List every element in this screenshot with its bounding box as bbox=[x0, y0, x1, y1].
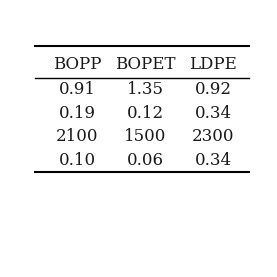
Text: 0.91: 0.91 bbox=[59, 81, 96, 98]
Text: LDPE: LDPE bbox=[189, 56, 237, 73]
Text: 2300: 2300 bbox=[192, 128, 234, 145]
Text: 0.10: 0.10 bbox=[59, 152, 96, 169]
Text: 1500: 1500 bbox=[124, 128, 166, 145]
Text: 0.12: 0.12 bbox=[127, 105, 164, 122]
Text: 0.34: 0.34 bbox=[195, 105, 232, 122]
Text: 0.19: 0.19 bbox=[59, 105, 96, 122]
Text: 0.34: 0.34 bbox=[195, 152, 232, 169]
Text: 2100: 2100 bbox=[56, 128, 98, 145]
Text: 0.06: 0.06 bbox=[127, 152, 164, 169]
Text: BOPET: BOPET bbox=[115, 56, 175, 73]
Text: 0.92: 0.92 bbox=[195, 81, 232, 98]
Text: BOPP: BOPP bbox=[53, 56, 101, 73]
Text: 1.35: 1.35 bbox=[127, 81, 164, 98]
